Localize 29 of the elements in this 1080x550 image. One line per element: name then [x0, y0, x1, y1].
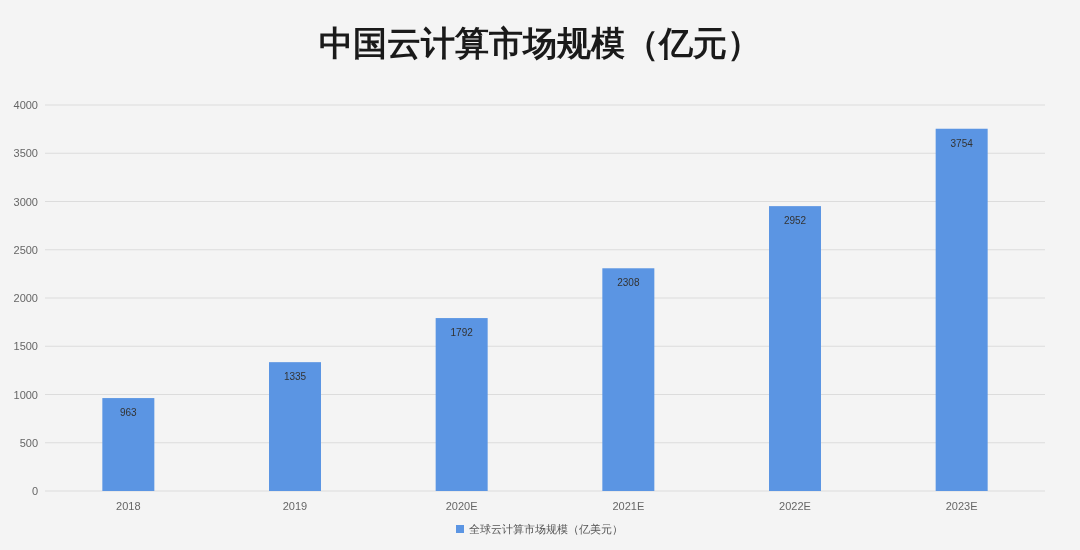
chart-title: 中国云计算市场规模（亿元）	[319, 24, 761, 62]
x-tick-label: 2019	[282, 500, 308, 512]
x-tick-label: 2023E	[945, 500, 978, 512]
bar	[269, 362, 321, 491]
data-label: 963	[119, 407, 138, 419]
y-tick-label: 1500	[13, 340, 38, 353]
data-label: 3754	[950, 137, 974, 149]
y-tick-label: 2500	[13, 243, 38, 256]
bar	[935, 128, 988, 491]
y-tick-label: 500	[19, 436, 38, 449]
bar	[435, 318, 488, 491]
bar	[102, 398, 155, 491]
data-label: 1335	[283, 371, 307, 383]
bar	[769, 206, 821, 491]
x-tick-label: 2022E	[779, 500, 811, 512]
bar	[602, 268, 655, 491]
y-tick-label: 3500	[13, 147, 38, 160]
legend-label: 全球云计算市场规模（亿美元）	[469, 523, 623, 535]
y-tick-label: 1000	[13, 388, 38, 401]
x-tick-label: 2021E	[612, 500, 645, 512]
y-tick-label: 0	[31, 485, 38, 497]
data-label: 2952	[783, 215, 807, 227]
data-label: 2308	[617, 277, 640, 289]
data-label: 1792	[450, 327, 474, 339]
y-tick-label: 2000	[13, 292, 38, 304]
y-tick-label: 3000	[13, 195, 38, 208]
y-tick-label: 4000	[13, 99, 38, 111]
x-tick-label: 2020E	[445, 500, 478, 512]
x-tick-label: 2018	[116, 500, 141, 512]
